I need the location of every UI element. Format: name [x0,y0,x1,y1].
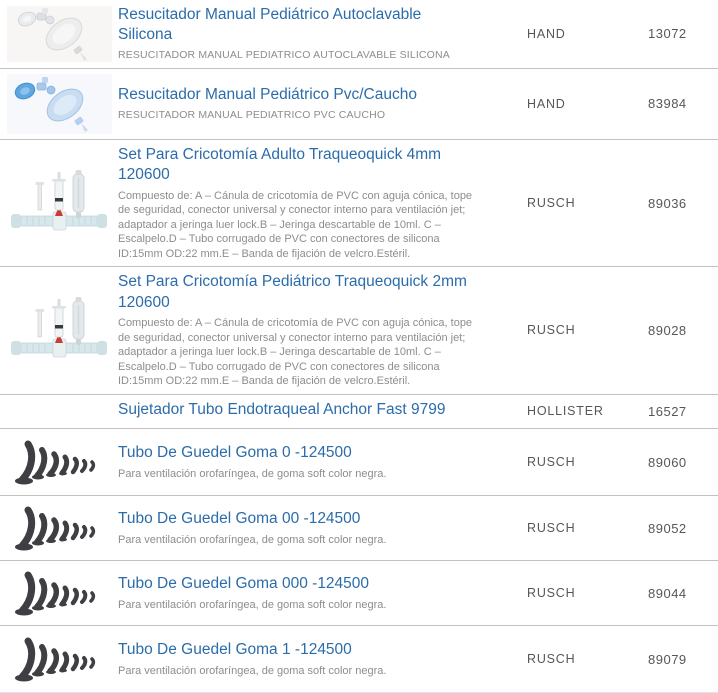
table-row: Tubo De Guedel Goma 000 -124500 Para ven… [0,560,718,625]
product-brand: HOLLISTER [527,404,604,419]
product-description: Para ventilación orofaríngea, de goma so… [118,664,387,677]
product-brand: RUSCH [527,652,576,667]
product-brand: RUSCH [527,586,576,601]
table-row: Set Para Cricotomía Pediátrico Traqueoqu… [0,266,718,393]
guedel-tubes-image[interactable] [0,632,118,687]
product-brand: RUSCH [527,196,576,210]
crico-set-image[interactable] [0,168,118,238]
product-brand: RUSCH [527,455,576,470]
resuscitator-silicone-image[interactable] [0,5,118,62]
product-text-cell: Resucitador Manual Pediátrico Autoclavab… [118,5,480,63]
product-description: Compuesto de: A – Cánula de cricotomía d… [118,189,473,260]
product-title-link[interactable]: Tubo De Guedel Goma 000 -124500 [118,575,370,593]
product-text-cell: Tubo De Guedel Goma 1 -124500 Para venti… [118,640,480,678]
product-text-cell: Tubo De Guedel Goma 0 -124500 Para venti… [118,443,480,481]
product-description: RESUCITADOR MANUAL PEDIATRICO PVC CAUCHO [118,108,386,121]
table-row: Resucitador Manual Pediátrico Pvc/Caucho… [0,67,718,139]
product-title-link[interactable]: Set Para Cricotomía Adulto Traqueoquick … [118,145,442,184]
product-code: 89036 [648,195,687,211]
guedel-tubes-image[interactable] [0,501,118,556]
product-description: Para ventilación orofaríngea, de goma so… [118,533,387,546]
product-code: 89052 [648,520,687,536]
resuscitator-pvc-image[interactable] [0,73,118,134]
product-code: 89079 [648,651,687,667]
table-row: Tubo De Guedel Goma 1 -124500 Para venti… [0,625,718,692]
product-title-link[interactable]: Set Para Cricotomía Pediátrico Traqueoqu… [118,273,467,311]
table-row: Resucitador Manual Pediátrico Autoclavab… [0,0,718,68]
table-row: Sujetador Tubo Endotraqueal Anchor Fast … [0,393,718,428]
product-description: RESUCITADOR MANUAL PEDIATRICO AUTOCLAVAB… [118,48,450,61]
product-title-link[interactable]: Tubo De Guedel Goma 0 -124500 [118,444,352,462]
table-row: Tubo De Guedel Goma 0 -124500 Para venti… [0,428,718,495]
table-row: Set Para Cricotomía Adulto Traqueoquick … [0,138,718,266]
guedel-tubes-image[interactable] [0,566,118,621]
product-text-cell: Tubo De Guedel Goma 00 -124500 Para vent… [118,509,480,547]
product-brand: RUSCH [527,323,576,338]
product-title-link[interactable]: Resucitador Manual Pediátrico Pvc/Caucho [118,86,417,104]
product-title-link[interactable]: Sujetador Tubo Endotraqueal Anchor Fast … [118,400,446,418]
table-row: Tubo De Guedel Goma 00 -124500 Para vent… [0,495,718,560]
product-text-cell: Set Para Cricotomía Adulto Traqueoquick … [118,145,480,261]
product-code: 89028 [648,322,687,338]
product-title-link[interactable]: Tubo De Guedel Goma 1 -124500 [118,641,352,659]
product-description: Para ventilación orofaríngea, de goma so… [118,598,387,611]
product-code: 16527 [648,403,687,419]
product-description: Compuesto de: A – Cánula de cricotomía d… [118,317,473,388]
product-brand: HAND [527,26,566,41]
product-description: Para ventilación orofaríngea, de goma so… [118,467,387,480]
product-code: 89044 [648,585,687,601]
guedel-tubes-image[interactable] [0,435,118,490]
product-text-cell: Tubo De Guedel Goma 000 -124500 Para ven… [118,574,480,612]
product-title-link[interactable]: Tubo De Guedel Goma 00 -124500 [118,510,361,528]
product-code: 13072 [648,26,687,42]
product-title-link[interactable]: Resucitador Manual Pediátrico Autoclavab… [118,6,422,44]
product-brand: RUSCH [527,521,576,536]
product-code: 83984 [648,96,687,112]
product-text-cell: Resucitador Manual Pediátrico Pvc/Caucho… [118,85,480,122]
product-text-cell: Sujetador Tubo Endotraqueal Anchor Fast … [118,400,480,423]
product-brand: HAND [527,96,566,111]
crico-set-image[interactable] [0,295,118,366]
product-code: 89060 [648,454,687,470]
product-text-cell: Set Para Cricotomía Pediátrico Traqueoqu… [118,272,480,388]
